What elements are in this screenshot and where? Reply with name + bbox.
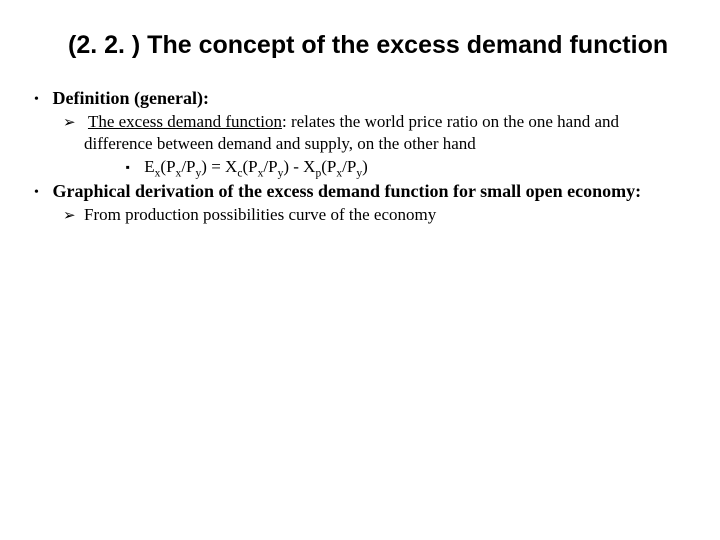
graphical-heading: Graphical derivation of the excess deman… — [53, 181, 642, 201]
bullet-definition: Definition (general): The excess demand … — [48, 88, 690, 177]
definition-lead: The excess demand function — [88, 112, 282, 131]
slide-root: (2. 2. ) The concept of the excess deman… — [0, 0, 720, 226]
bullet-list-level2-a: The excess demand function: relates the … — [48, 111, 690, 177]
formula: Ex(Px/Py) = Xc(Px/Py) - Xp(Px/Py) — [144, 157, 368, 176]
definition-heading: Definition (general): — [53, 88, 209, 108]
page-title: (2. 2. ) The concept of the excess deman… — [68, 30, 690, 60]
graphical-sub: From production possibilities curve of t… — [84, 204, 690, 226]
formula-row: Ex(Px/Py) = Xc(Px/Py) - Xp(Px/Py) — [140, 156, 690, 177]
bullet-list-level3: Ex(Px/Py) = Xc(Px/Py) - Xp(Px/Py) — [84, 156, 690, 177]
definition-text: The excess demand function: relates the … — [84, 111, 690, 177]
bullet-list-level2-b: From production possibilities curve of t… — [48, 204, 690, 226]
bullet-list-level1: Definition (general): The excess demand … — [30, 88, 690, 226]
bullet-graphical: Graphical derivation of the excess deman… — [48, 181, 690, 226]
